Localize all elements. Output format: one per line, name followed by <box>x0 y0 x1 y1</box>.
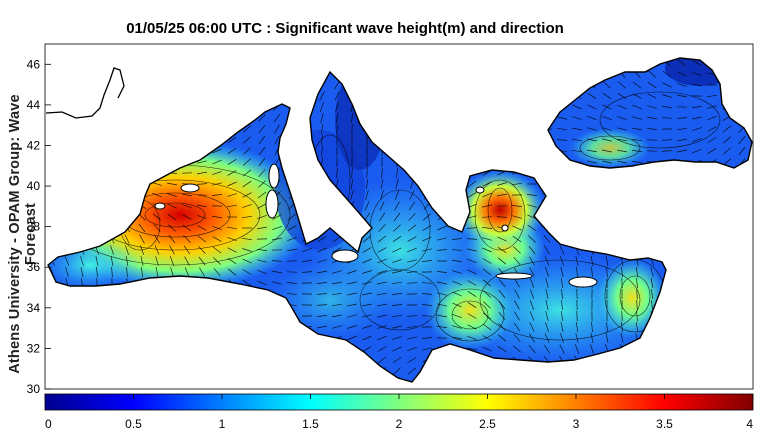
colorbar-tick-label: 2.5 <box>479 417 496 431</box>
lat-tick-label: 30 <box>27 382 41 396</box>
atlantic-coast <box>45 67 125 119</box>
islands <box>154 163 598 288</box>
colorbar-tick-label: 4 <box>746 417 753 431</box>
lat-tick-label: 40 <box>27 179 41 193</box>
map-title: 01/05/25 06:00 UTC : Significant wave he… <box>126 20 564 37</box>
lat-tick-label: 46 <box>27 57 41 71</box>
colorbar-tick-label: 3.5 <box>656 417 673 431</box>
colorbar-tick-label: 1 <box>219 417 226 431</box>
colorbar-tick-label: 3 <box>573 417 580 431</box>
lat-tick-label: 34 <box>27 301 41 315</box>
colorbar-tick-label: 0.5 <box>125 417 142 431</box>
colorbar-tick-label: 1.5 <box>302 417 319 431</box>
lat-tick-label: 42 <box>27 138 41 152</box>
latitude-axis: 46 44 42 40 38 36 34 32 30 <box>27 57 51 396</box>
colorbar-tick-label: 0 <box>45 417 52 431</box>
lat-tick-label: 32 <box>27 341 41 355</box>
lat-tick-label: 38 <box>27 220 41 234</box>
lat-tick-label: 44 <box>27 98 41 112</box>
colorbar-ticks: 0 0.5 1 1.5 2 2.5 3 3.5 4 <box>44 394 754 431</box>
lat-tick-label: 36 <box>27 260 41 274</box>
colorbar-tick-label: 2 <box>396 417 403 431</box>
